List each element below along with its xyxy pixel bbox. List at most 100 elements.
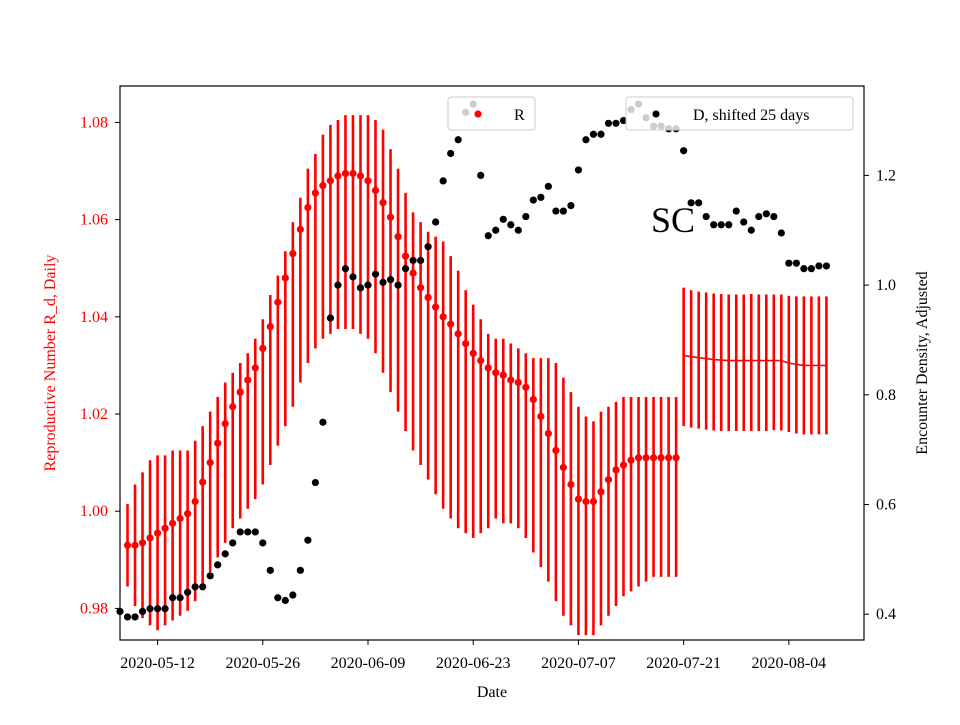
y-axis-left-label: Reproductive Number R_d, Daily bbox=[42, 255, 59, 472]
d-point bbox=[311, 478, 319, 487]
y-right-tick-label: 0.6 bbox=[876, 497, 896, 514]
r-point bbox=[131, 541, 139, 549]
d-point bbox=[266, 566, 274, 574]
d-point bbox=[386, 276, 395, 284]
r-point bbox=[612, 466, 620, 474]
legend-d-marker bbox=[652, 110, 660, 118]
r-point bbox=[394, 233, 402, 241]
d-point bbox=[394, 281, 402, 289]
x-axis: 2020-05-12 2020-05-26 2020-06-09 2020-06-23… bbox=[120, 640, 826, 672]
r-point bbox=[379, 199, 387, 207]
r-point bbox=[409, 269, 417, 277]
d-point bbox=[687, 199, 695, 207]
y-left-tick-label: 1.08 bbox=[80, 114, 108, 131]
d-point bbox=[161, 605, 169, 613]
d-point bbox=[274, 594, 282, 602]
d-point bbox=[710, 221, 718, 229]
d-point bbox=[777, 229, 785, 237]
y-axis-left: 0.98 1.00 1.02 1.04 1.06 1.08 bbox=[80, 114, 120, 617]
d-point bbox=[762, 210, 770, 218]
r-point bbox=[439, 313, 447, 321]
d-point bbox=[807, 265, 815, 273]
r-point bbox=[274, 298, 282, 306]
r-point bbox=[574, 495, 583, 503]
d-point bbox=[176, 594, 184, 602]
r-point bbox=[199, 478, 207, 486]
d-point bbox=[199, 583, 207, 591]
r-point bbox=[289, 250, 297, 258]
r-point bbox=[364, 177, 372, 185]
legend-d: D, shifted 25 days bbox=[625, 96, 854, 131]
d-point bbox=[191, 583, 199, 591]
d-point bbox=[454, 136, 462, 144]
legend-d-label: D, shifted 25 days bbox=[693, 107, 809, 124]
r-point bbox=[334, 172, 342, 180]
x-tick-label: 2020-06-09 bbox=[331, 655, 406, 672]
r-point bbox=[552, 446, 560, 455]
r-point bbox=[259, 344, 267, 353]
y-right-tick-label: 1.0 bbox=[876, 277, 896, 294]
d-point bbox=[251, 528, 259, 536]
r-point bbox=[642, 454, 650, 462]
d-point bbox=[702, 212, 710, 221]
d-point bbox=[725, 221, 733, 229]
d-point bbox=[379, 278, 387, 286]
d-point bbox=[146, 605, 154, 613]
d-point bbox=[334, 281, 342, 289]
d-point bbox=[206, 572, 214, 580]
r-point bbox=[492, 369, 500, 377]
plot-frame bbox=[119, 85, 865, 641]
d-point bbox=[371, 270, 380, 278]
r-point bbox=[153, 529, 162, 537]
d-point bbox=[409, 256, 417, 265]
r-point bbox=[499, 371, 507, 379]
r-point bbox=[236, 388, 244, 396]
r-point bbox=[191, 497, 199, 506]
y-left-tick-label: 1.02 bbox=[80, 406, 108, 423]
d-point bbox=[717, 221, 725, 229]
r-point bbox=[401, 252, 410, 260]
r-point bbox=[619, 461, 628, 469]
r-point bbox=[454, 330, 462, 338]
r-point bbox=[544, 429, 552, 438]
d-point bbox=[522, 212, 530, 221]
y-axis-right: 0.4 0.6 0.8 1.0 1.2 bbox=[864, 167, 896, 623]
d-point bbox=[747, 226, 755, 234]
r-point bbox=[229, 403, 237, 411]
r-point bbox=[221, 420, 229, 428]
r-point bbox=[424, 293, 432, 301]
r-point bbox=[123, 541, 132, 549]
d-point bbox=[680, 147, 688, 155]
d-point bbox=[131, 613, 139, 621]
r-point bbox=[537, 412, 545, 421]
r-point bbox=[281, 274, 289, 282]
y-right-tick-label: 1.2 bbox=[876, 167, 896, 184]
d-point bbox=[244, 528, 252, 536]
r-point bbox=[582, 497, 590, 506]
x-axis-label: Date bbox=[477, 684, 507, 701]
x-tick-label: 2020-05-26 bbox=[225, 655, 300, 672]
d-point bbox=[822, 262, 831, 270]
d-point bbox=[589, 130, 598, 138]
r-point bbox=[326, 177, 335, 185]
d-point bbox=[619, 116, 628, 125]
d-point bbox=[785, 259, 793, 267]
d-point bbox=[477, 171, 485, 180]
d-point bbox=[537, 193, 545, 201]
d-point bbox=[529, 196, 537, 204]
d-point bbox=[153, 605, 162, 613]
d-point bbox=[439, 177, 447, 185]
x-tick-label: 2020-06-23 bbox=[436, 655, 511, 672]
r-point bbox=[244, 376, 252, 384]
d-point bbox=[447, 149, 455, 158]
d-point bbox=[259, 539, 267, 547]
r-point bbox=[356, 172, 365, 180]
r-point bbox=[176, 514, 184, 523]
legend-r-marker bbox=[474, 110, 482, 118]
r-point bbox=[477, 356, 485, 365]
r-point bbox=[169, 519, 177, 527]
d-point bbox=[289, 591, 297, 599]
d-point bbox=[341, 265, 350, 273]
